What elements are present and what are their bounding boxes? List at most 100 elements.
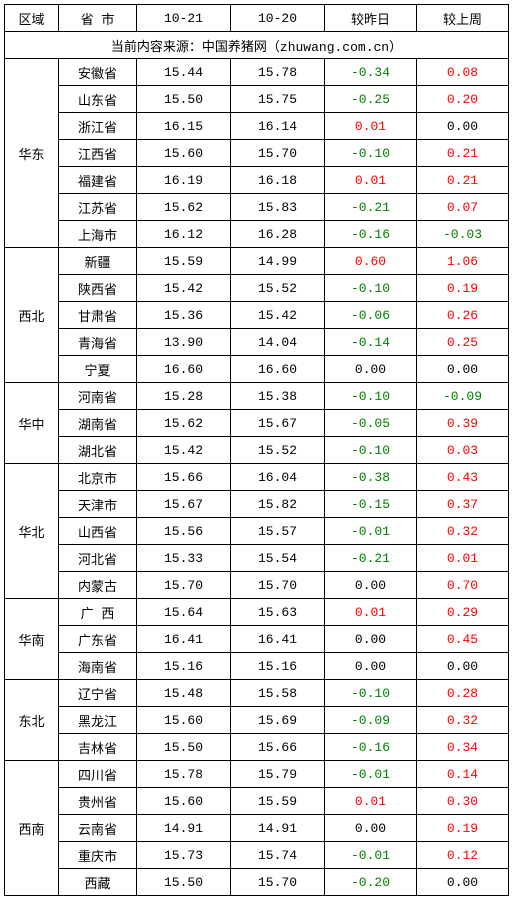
date2-cell: 15.78 (231, 59, 325, 86)
date1-cell: 15.66 (137, 464, 231, 491)
vs-lastweek-cell: 0.00 (417, 653, 509, 680)
date2-cell: 16.14 (231, 113, 325, 140)
vs-lastweek-cell: 0.25 (417, 329, 509, 356)
table-row: 东北辽宁省15.4815.58-0.100.28 (5, 680, 509, 707)
date2-cell: 15.69 (231, 707, 325, 734)
vs-yesterday-cell: -0.21 (325, 545, 417, 572)
date2-cell: 15.38 (231, 383, 325, 410)
table-row: 山西省15.5615.57-0.010.32 (5, 518, 509, 545)
table-row: 吉林省15.5015.66-0.160.34 (5, 734, 509, 761)
vs-yesterday-cell: -0.20 (325, 869, 417, 896)
region-cell: 西南 (5, 761, 59, 896)
vs-yesterday-cell: -0.05 (325, 410, 417, 437)
header-province: 省 市 (59, 5, 137, 32)
table-row: 黑龙江15.6015.69-0.090.32 (5, 707, 509, 734)
table-row: 华北北京市15.6616.04-0.380.43 (5, 464, 509, 491)
vs-yesterday-cell: -0.10 (325, 383, 417, 410)
date2-cell: 14.99 (231, 248, 325, 275)
date1-cell: 15.16 (137, 653, 231, 680)
table-row: 西北新疆15.5914.990.601.06 (5, 248, 509, 275)
source-text: 当前内容来源：中国养猪网（zhuwang.com.cn） (5, 32, 509, 59)
vs-lastweek-cell: 0.12 (417, 842, 509, 869)
table-row: 浙江省16.1516.140.010.00 (5, 113, 509, 140)
vs-lastweek-cell: 0.34 (417, 734, 509, 761)
date2-cell: 16.04 (231, 464, 325, 491)
date1-cell: 15.64 (137, 599, 231, 626)
date2-cell: 15.42 (231, 302, 325, 329)
date1-cell: 15.44 (137, 59, 231, 86)
province-cell: 云南省 (59, 815, 137, 842)
province-cell: 湖南省 (59, 410, 137, 437)
vs-lastweek-cell: 0.14 (417, 761, 509, 788)
region-cell: 华中 (5, 383, 59, 464)
vs-lastweek-cell: 0.43 (417, 464, 509, 491)
vs-yesterday-cell: 0.00 (325, 356, 417, 383)
date1-cell: 15.60 (137, 707, 231, 734)
province-cell: 宁夏 (59, 356, 137, 383)
vs-lastweek-cell: 0.45 (417, 626, 509, 653)
province-cell: 山东省 (59, 86, 137, 113)
date2-cell: 15.70 (231, 869, 325, 896)
vs-yesterday-cell: 0.60 (325, 248, 417, 275)
province-cell: 河北省 (59, 545, 137, 572)
date1-cell: 15.33 (137, 545, 231, 572)
table-row: 福建省16.1916.180.010.21 (5, 167, 509, 194)
date2-cell: 15.70 (231, 572, 325, 599)
vs-lastweek-cell: 0.07 (417, 194, 509, 221)
table-row: 江西省15.6015.70-0.100.21 (5, 140, 509, 167)
date1-cell: 15.60 (137, 140, 231, 167)
vs-lastweek-cell: 0.28 (417, 680, 509, 707)
vs-lastweek-cell: 0.00 (417, 869, 509, 896)
date1-cell: 15.50 (137, 869, 231, 896)
date1-cell: 15.62 (137, 410, 231, 437)
table-body: 华东安徽省15.4415.78-0.340.08山东省15.5015.75-0.… (5, 59, 509, 896)
province-cell: 广东省 (59, 626, 137, 653)
date2-cell: 14.04 (231, 329, 325, 356)
date2-cell: 14.91 (231, 815, 325, 842)
date2-cell: 16.60 (231, 356, 325, 383)
date1-cell: 15.42 (137, 437, 231, 464)
date1-cell: 15.59 (137, 248, 231, 275)
header-row: 区域 省 市 10-21 10-20 较昨日 较上周 (5, 5, 509, 32)
vs-yesterday-cell: -0.15 (325, 491, 417, 518)
vs-lastweek-cell: 0.01 (417, 545, 509, 572)
table-row: 贵州省15.6015.590.010.30 (5, 788, 509, 815)
vs-yesterday-cell: -0.06 (325, 302, 417, 329)
province-cell: 辽宁省 (59, 680, 137, 707)
province-cell: 四川省 (59, 761, 137, 788)
date2-cell: 15.79 (231, 761, 325, 788)
province-cell: 北京市 (59, 464, 137, 491)
vs-lastweek-cell: 0.26 (417, 302, 509, 329)
province-cell: 江苏省 (59, 194, 137, 221)
header-vs-yesterday: 较昨日 (325, 5, 417, 32)
vs-yesterday-cell: -0.16 (325, 221, 417, 248)
vs-yesterday-cell: -0.01 (325, 761, 417, 788)
date2-cell: 15.67 (231, 410, 325, 437)
date1-cell: 15.78 (137, 761, 231, 788)
region-cell: 东北 (5, 680, 59, 761)
province-cell: 安徽省 (59, 59, 137, 86)
province-cell: 西藏 (59, 869, 137, 896)
table-row: 陕西省15.4215.52-0.100.19 (5, 275, 509, 302)
date2-cell: 15.63 (231, 599, 325, 626)
date1-cell: 15.56 (137, 518, 231, 545)
date2-cell: 15.57 (231, 518, 325, 545)
region-cell: 西北 (5, 248, 59, 383)
province-cell: 海南省 (59, 653, 137, 680)
table-row: 天津市15.6715.82-0.150.37 (5, 491, 509, 518)
table-row: 重庆市15.7315.74-0.010.12 (5, 842, 509, 869)
vs-yesterday-cell: -0.25 (325, 86, 417, 113)
vs-lastweek-cell: 0.19 (417, 815, 509, 842)
date2-cell: 15.66 (231, 734, 325, 761)
vs-lastweek-cell: 0.03 (417, 437, 509, 464)
vs-lastweek-cell: 0.00 (417, 113, 509, 140)
vs-lastweek-cell: 0.19 (417, 275, 509, 302)
province-cell: 广 西 (59, 599, 137, 626)
province-cell: 江西省 (59, 140, 137, 167)
vs-yesterday-cell: -0.10 (325, 680, 417, 707)
table-row: 宁夏16.6016.600.000.00 (5, 356, 509, 383)
vs-yesterday-cell: 0.01 (325, 167, 417, 194)
table-row: 山东省15.5015.75-0.250.20 (5, 86, 509, 113)
vs-yesterday-cell: 0.01 (325, 599, 417, 626)
vs-yesterday-cell: -0.09 (325, 707, 417, 734)
